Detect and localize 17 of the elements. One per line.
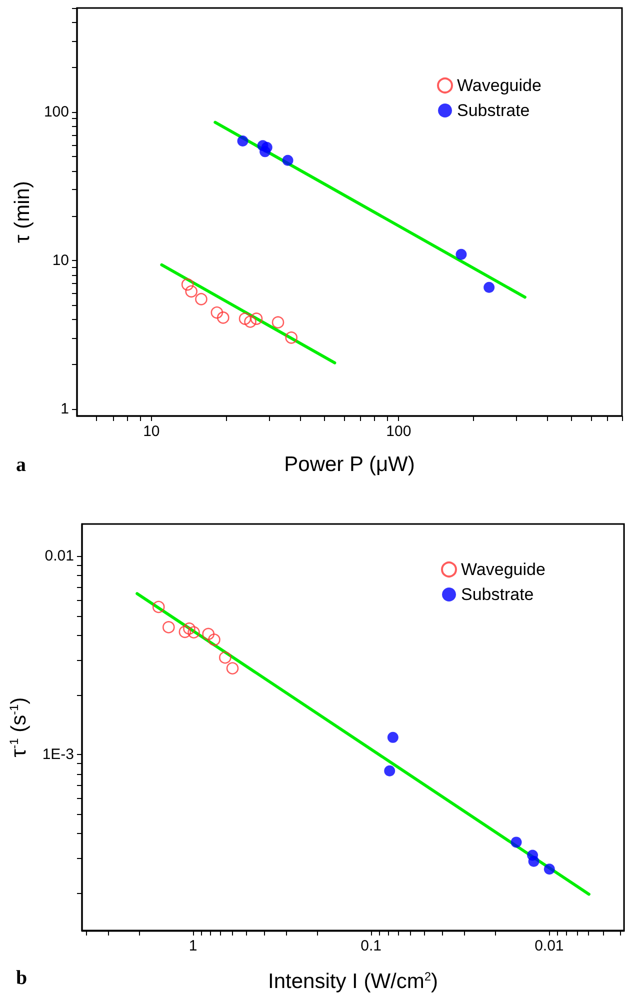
- x-tick-label: 0.01: [534, 938, 564, 954]
- legend-label: Waveguide: [457, 76, 542, 95]
- y-tick-label: 1E-3: [42, 746, 74, 764]
- legend-label: Waveguide: [461, 560, 546, 579]
- y-tick-label: 0.01: [44, 548, 74, 565]
- y-tick-label: 10: [52, 252, 69, 270]
- x-axis-title: Power P (μW): [284, 453, 415, 476]
- y-axis-title: τ (min): [11, 181, 34, 243]
- legend-label: Substrate: [461, 585, 534, 604]
- y-tick-label: 100: [44, 103, 69, 120]
- x-tick-label: 1: [188, 938, 198, 954]
- text: a: [16, 454, 26, 476]
- y-tick-label: 1: [60, 400, 69, 418]
- text: b: [16, 967, 28, 989]
- x-tick-label: 0.1: [360, 938, 382, 954]
- y-axis-title: τ-1 (s-1): [7, 697, 30, 758]
- legend-label: Substrate: [457, 101, 530, 120]
